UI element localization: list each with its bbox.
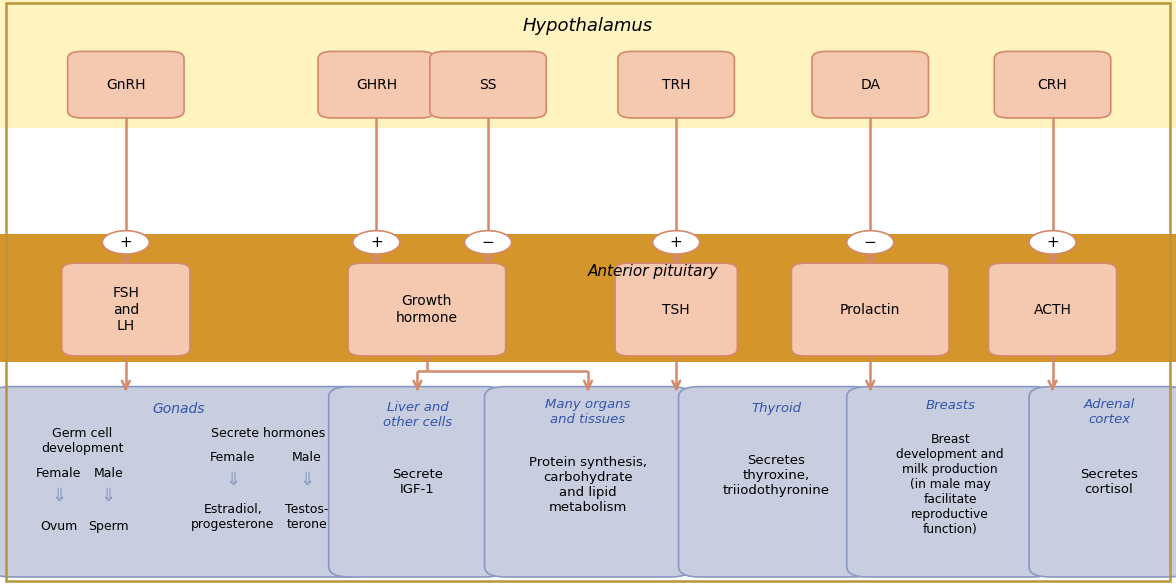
Text: −: − — [482, 235, 494, 250]
Text: +: + — [1047, 235, 1058, 250]
Text: Thyroid: Thyroid — [751, 402, 801, 415]
FancyBboxPatch shape — [0, 387, 367, 577]
Text: ⇓: ⇓ — [52, 487, 66, 505]
Text: Hypothalamus: Hypothalamus — [523, 18, 653, 35]
Text: Anterior pituitary: Anterior pituitary — [588, 264, 719, 279]
Text: ⇓: ⇓ — [101, 487, 115, 505]
FancyBboxPatch shape — [430, 51, 546, 118]
Text: Protein synthesis,
carbohydrate
and lipid
metabolism: Protein synthesis, carbohydrate and lipi… — [529, 456, 647, 514]
FancyBboxPatch shape — [318, 51, 435, 118]
FancyBboxPatch shape — [988, 263, 1117, 356]
Text: Female: Female — [211, 451, 255, 464]
Bar — [0, 0, 1176, 70]
Text: +: + — [370, 235, 382, 250]
Text: Gonads: Gonads — [153, 402, 205, 416]
Text: Secretes
cortisol: Secretes cortisol — [1080, 468, 1138, 496]
Text: +: + — [120, 235, 132, 250]
FancyBboxPatch shape — [485, 387, 691, 577]
Text: Estradiol,
progesterone: Estradiol, progesterone — [192, 503, 274, 531]
Text: ⇓: ⇓ — [226, 471, 240, 489]
Text: Many organs
and tissues: Many organs and tissues — [546, 398, 630, 426]
Text: +: + — [670, 235, 682, 250]
FancyBboxPatch shape — [994, 51, 1110, 118]
FancyBboxPatch shape — [615, 263, 737, 356]
Text: DA: DA — [860, 78, 881, 92]
Bar — [0, 0, 1176, 128]
Text: FSH
and
LH: FSH and LH — [113, 286, 139, 333]
Circle shape — [1029, 231, 1076, 254]
FancyBboxPatch shape — [847, 387, 1054, 577]
Text: Ovum: Ovum — [40, 520, 78, 533]
Text: Prolactin: Prolactin — [840, 303, 901, 317]
Text: SS: SS — [480, 78, 496, 92]
Bar — [0, 234, 1176, 362]
Circle shape — [465, 231, 512, 254]
Text: Growth
hormone: Growth hormone — [396, 294, 457, 325]
Text: Male: Male — [292, 451, 322, 464]
Circle shape — [102, 231, 149, 254]
FancyBboxPatch shape — [1029, 387, 1176, 577]
Text: TRH: TRH — [662, 78, 690, 92]
FancyBboxPatch shape — [619, 51, 734, 118]
Text: Breast
development and
milk production
(in male may
facilitate
reproductive
func: Breast development and milk production (… — [896, 433, 1004, 536]
Text: GnRH: GnRH — [106, 78, 146, 92]
Text: GHRH: GHRH — [356, 78, 396, 92]
FancyBboxPatch shape — [679, 387, 874, 577]
Text: Secrete
IGF-1: Secrete IGF-1 — [392, 468, 443, 496]
FancyBboxPatch shape — [328, 387, 506, 577]
Text: TSH: TSH — [662, 303, 690, 317]
Text: −: − — [864, 235, 876, 250]
Circle shape — [847, 231, 894, 254]
Text: Secretes
thyroxine,
triiodothyronine: Secretes thyroxine, triiodothyronine — [723, 454, 829, 498]
Text: Germ cell
development: Germ cell development — [41, 427, 123, 456]
Text: Breasts: Breasts — [926, 399, 975, 412]
Text: Secrete hormones: Secrete hormones — [211, 427, 326, 440]
Text: Male: Male — [93, 467, 123, 480]
Text: ⇓: ⇓ — [300, 471, 314, 489]
Text: Female: Female — [36, 467, 81, 480]
FancyBboxPatch shape — [811, 51, 929, 118]
Text: Liver and
other cells: Liver and other cells — [383, 401, 452, 429]
FancyBboxPatch shape — [62, 263, 191, 356]
Text: ACTH: ACTH — [1034, 303, 1071, 317]
FancyBboxPatch shape — [791, 263, 949, 356]
Text: CRH: CRH — [1037, 78, 1068, 92]
Text: Sperm: Sperm — [88, 520, 128, 533]
Text: Testos-
terone: Testos- terone — [286, 503, 328, 531]
FancyBboxPatch shape — [68, 51, 185, 118]
FancyBboxPatch shape — [348, 263, 506, 356]
Circle shape — [353, 231, 400, 254]
Circle shape — [653, 231, 700, 254]
Text: Adrenal
cortex: Adrenal cortex — [1083, 398, 1135, 426]
